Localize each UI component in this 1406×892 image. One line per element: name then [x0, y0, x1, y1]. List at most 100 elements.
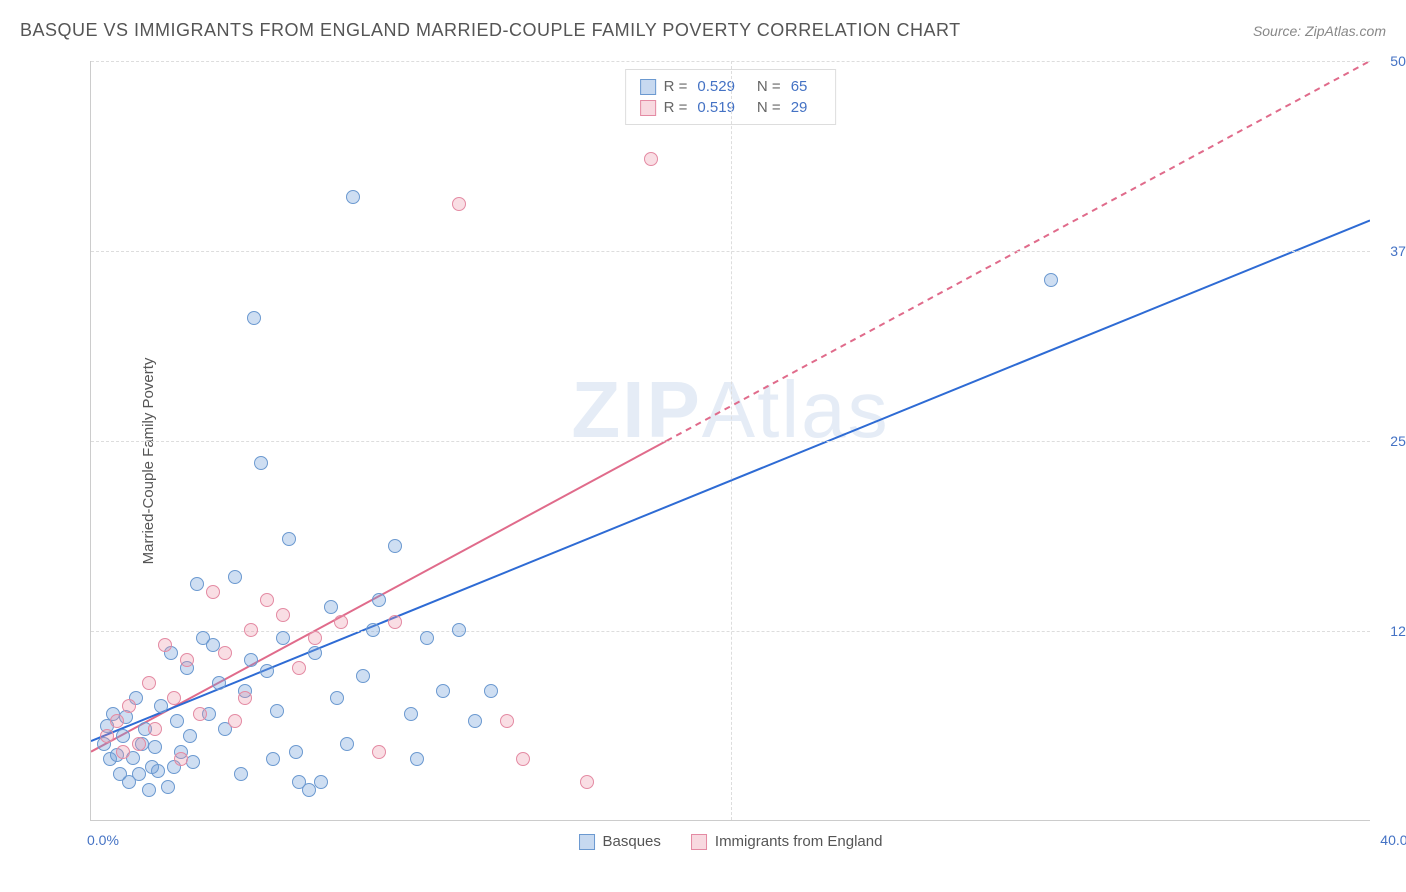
- n-label-1: N =: [757, 78, 781, 95]
- scatter-point: [247, 311, 261, 325]
- scatter-point: [206, 638, 220, 652]
- scatter-point: [238, 691, 252, 705]
- r-label-2: R =: [664, 99, 688, 116]
- scatter-point: [410, 752, 424, 766]
- scatter-point: [500, 714, 514, 728]
- swatch-blue-icon: [640, 79, 656, 95]
- scatter-point: [340, 737, 354, 751]
- chart-container: BASQUE VS IMMIGRANTS FROM ENGLAND MARRIE…: [0, 0, 1406, 892]
- swatch-blue-icon: [579, 834, 595, 850]
- scatter-point: [158, 638, 172, 652]
- scatter-point: [244, 623, 258, 637]
- scatter-point: [276, 631, 290, 645]
- scatter-point: [334, 615, 348, 629]
- scatter-point: [193, 707, 207, 721]
- r-value-2: 0.519: [697, 99, 735, 116]
- header: BASQUE VS IMMIGRANTS FROM ENGLAND MARRIE…: [20, 20, 1386, 41]
- scatter-point: [206, 585, 220, 599]
- gridline-v: [731, 61, 732, 820]
- scatter-point: [100, 729, 114, 743]
- scatter-point: [330, 691, 344, 705]
- scatter-point: [132, 767, 146, 781]
- scatter-point: [404, 707, 418, 721]
- scatter-point: [366, 623, 380, 637]
- series-legend: Basques Immigrants from England: [579, 833, 883, 850]
- scatter-point: [356, 669, 370, 683]
- legend-label-1: Basques: [603, 833, 661, 850]
- scatter-point: [314, 775, 328, 789]
- r-value-1: 0.529: [697, 78, 735, 95]
- plot-area: ZIPAtlas R = 0.529 N = 65 R = 0.519 N = …: [90, 61, 1370, 821]
- x-start-label: 0.0%: [87, 832, 119, 848]
- scatter-point: [516, 752, 530, 766]
- scatter-point: [186, 755, 200, 769]
- scatter-point: [308, 646, 322, 660]
- scatter-point: [190, 577, 204, 591]
- scatter-point: [132, 737, 146, 751]
- scatter-point: [228, 714, 242, 728]
- scatter-point: [289, 745, 303, 759]
- scatter-point: [580, 775, 594, 789]
- scatter-point: [372, 745, 386, 759]
- n-value-1: 65: [791, 78, 808, 95]
- scatter-point: [228, 570, 242, 584]
- scatter-point: [145, 760, 159, 774]
- scatter-point: [244, 653, 258, 667]
- scatter-point: [372, 593, 386, 607]
- scatter-point: [292, 775, 306, 789]
- scatter-point: [644, 152, 658, 166]
- scatter-point: [324, 600, 338, 614]
- n-label-2: N =: [757, 99, 781, 116]
- scatter-point: [388, 539, 402, 553]
- chart-title: BASQUE VS IMMIGRANTS FROM ENGLAND MARRIE…: [20, 20, 961, 41]
- scatter-point: [142, 783, 156, 797]
- scatter-point: [346, 190, 360, 204]
- scatter-point: [154, 699, 168, 713]
- scatter-point: [266, 752, 280, 766]
- scatter-point: [116, 745, 130, 759]
- scatter-point: [260, 664, 274, 678]
- legend-item-immigrants: Immigrants from England: [691, 833, 883, 850]
- legend-item-basques: Basques: [579, 833, 661, 850]
- scatter-point: [292, 661, 306, 675]
- scatter-point: [218, 646, 232, 660]
- scatter-point: [174, 752, 188, 766]
- scatter-point: [308, 631, 322, 645]
- x-end-label: 40.0%: [1380, 832, 1406, 848]
- n-value-2: 29: [791, 99, 808, 116]
- scatter-point: [183, 729, 197, 743]
- scatter-point: [436, 684, 450, 698]
- scatter-point: [212, 676, 226, 690]
- chart-area: Married-Couple Family Poverty ZIPAtlas R…: [30, 51, 1390, 871]
- scatter-point: [452, 623, 466, 637]
- scatter-point: [260, 593, 274, 607]
- swatch-pink-icon: [691, 834, 707, 850]
- scatter-point: [110, 714, 124, 728]
- y-tick-label: 37.5%: [1390, 243, 1406, 259]
- y-tick-label: 12.5%: [1390, 623, 1406, 639]
- scatter-point: [161, 780, 175, 794]
- scatter-point: [270, 704, 284, 718]
- r-label-1: R =: [664, 78, 688, 95]
- y-tick-label: 25.0%: [1390, 433, 1406, 449]
- legend-label-2: Immigrants from England: [715, 833, 883, 850]
- scatter-point: [170, 714, 184, 728]
- scatter-point: [420, 631, 434, 645]
- scatter-point: [180, 653, 194, 667]
- scatter-point: [484, 684, 498, 698]
- scatter-point: [282, 532, 296, 546]
- scatter-point: [1044, 273, 1058, 287]
- scatter-point: [148, 740, 162, 754]
- scatter-point: [468, 714, 482, 728]
- y-tick-label: 50.0%: [1390, 53, 1406, 69]
- scatter-point: [113, 767, 127, 781]
- scatter-point: [254, 456, 268, 470]
- scatter-point: [276, 608, 290, 622]
- scatter-point: [167, 691, 181, 705]
- scatter-point: [234, 767, 248, 781]
- swatch-pink-icon: [640, 100, 656, 116]
- source-attribution: Source: ZipAtlas.com: [1253, 23, 1386, 39]
- scatter-point: [148, 722, 162, 736]
- scatter-point: [388, 615, 402, 629]
- scatter-point: [122, 699, 136, 713]
